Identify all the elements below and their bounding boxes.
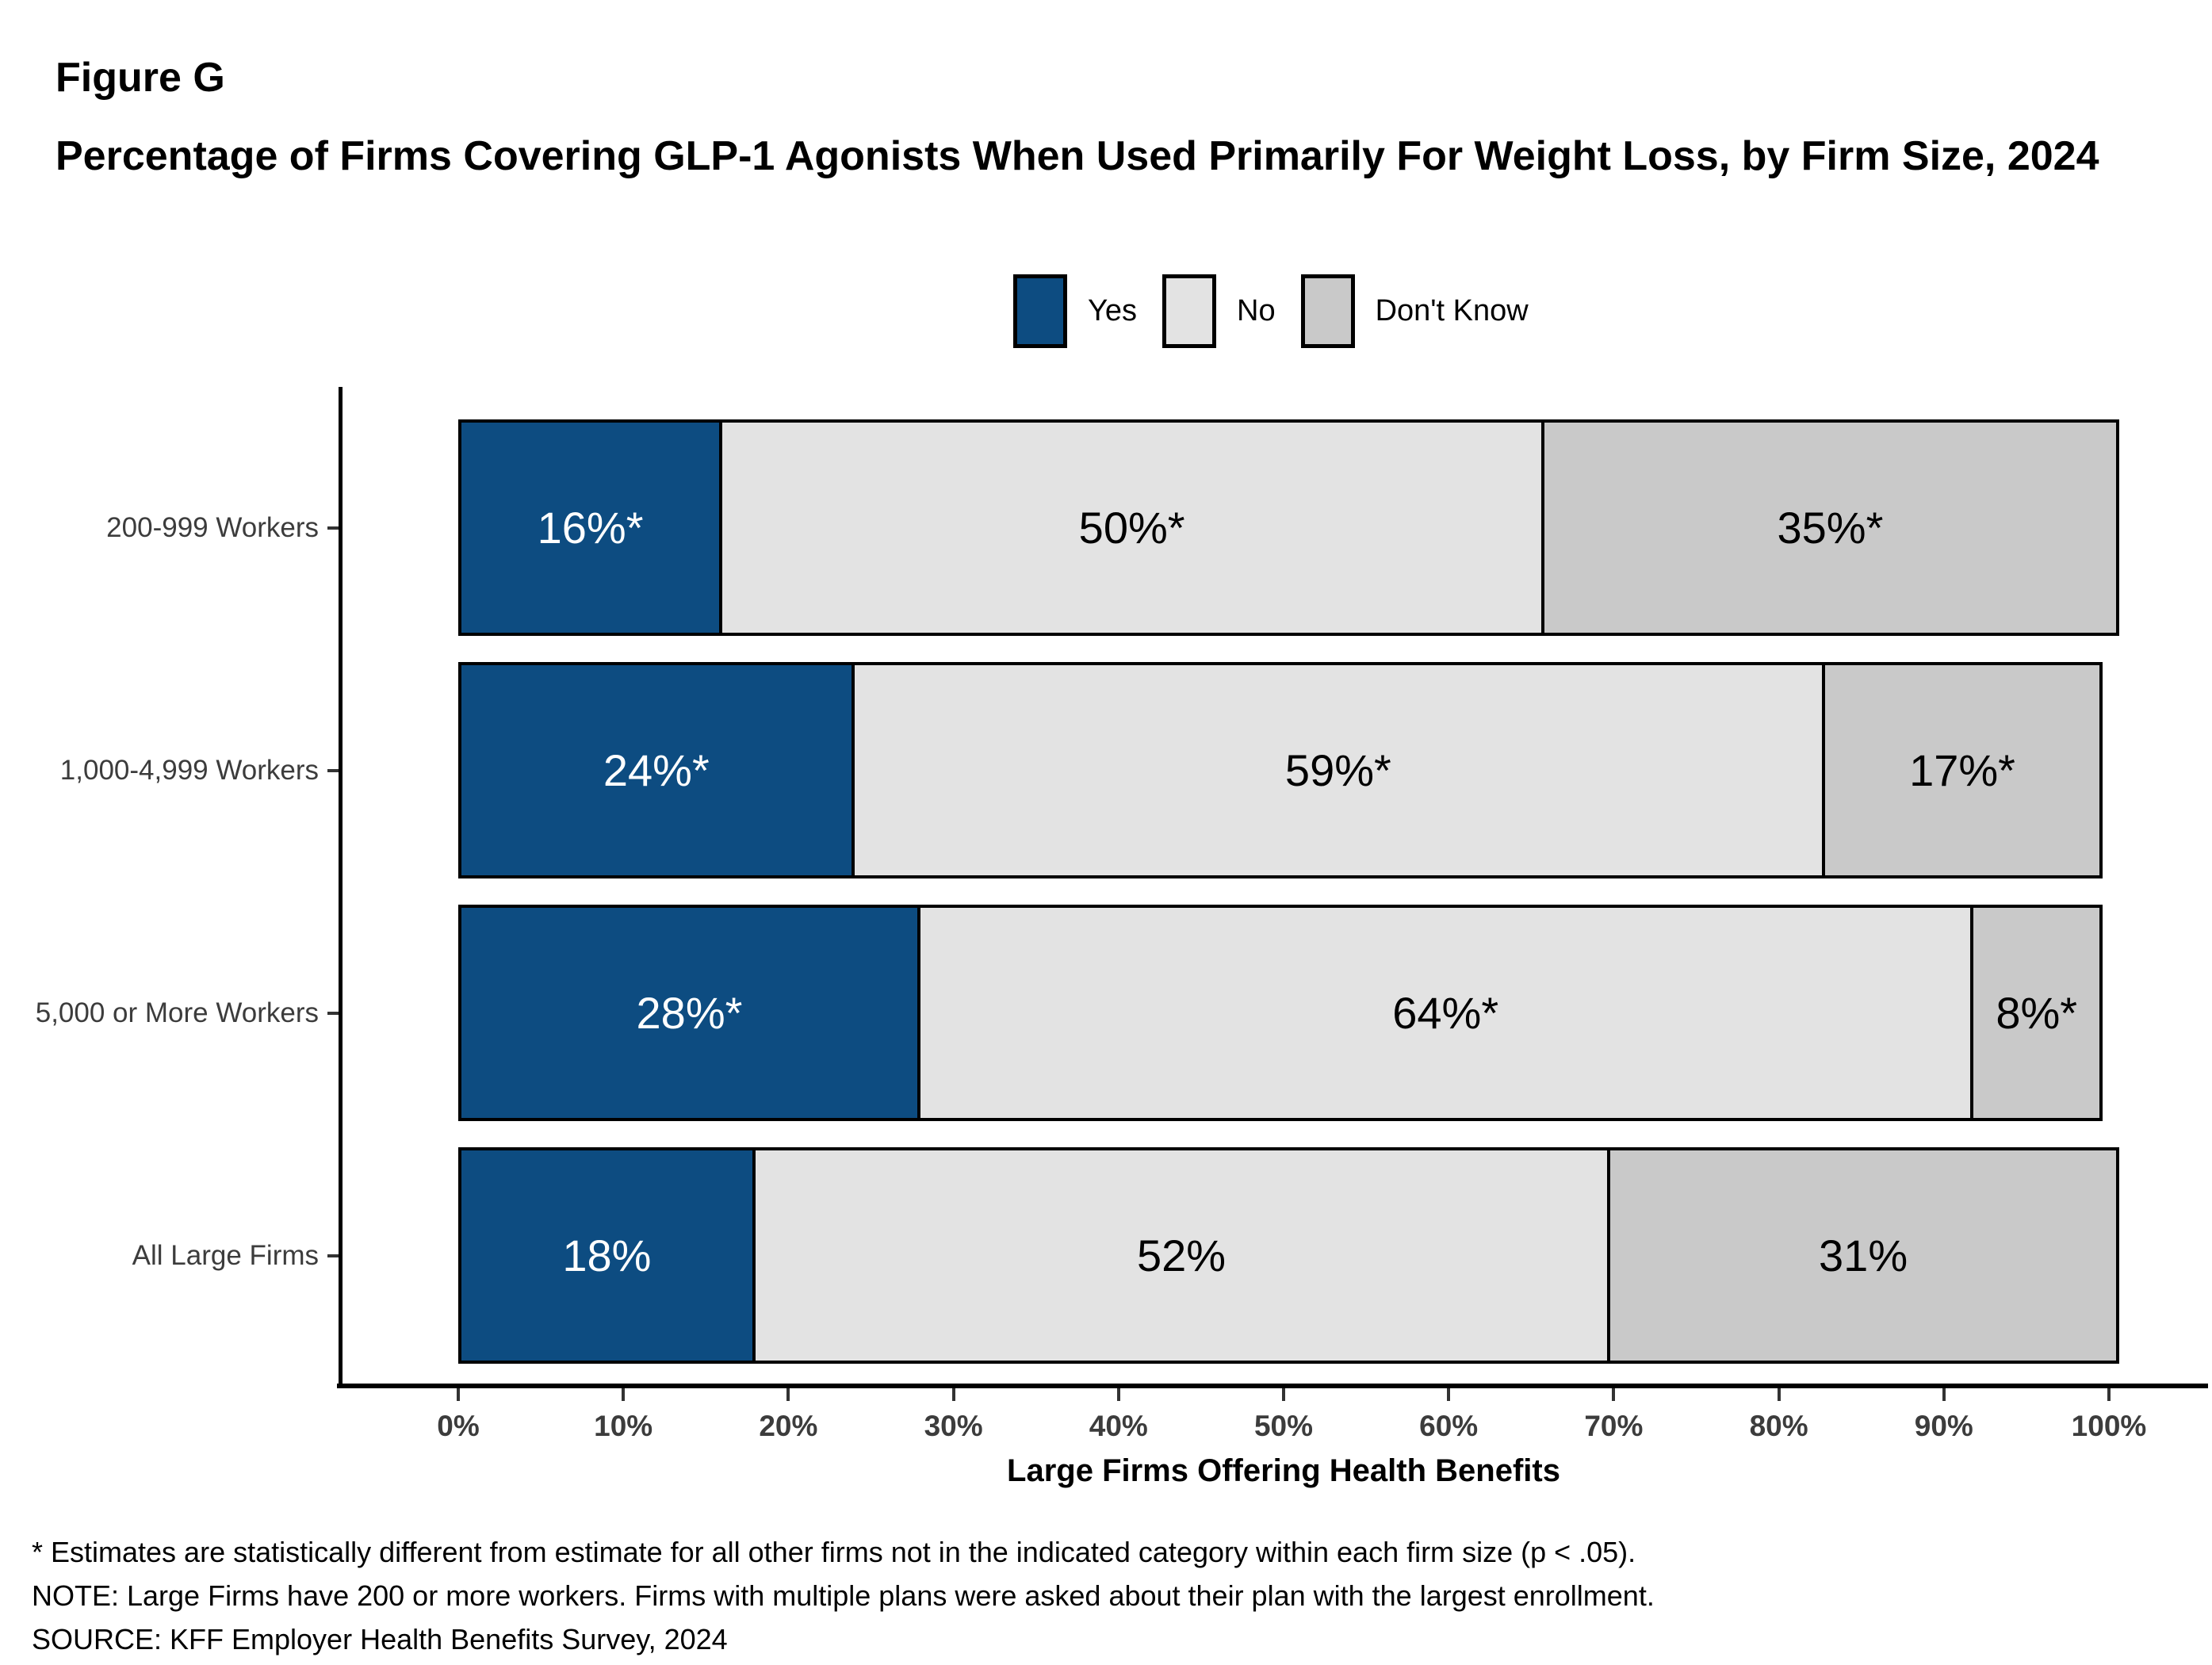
footnotes: * Estimates are statistically different … <box>32 1530 1655 1661</box>
y-axis-label-5-000-or-more-workers: 5,000 or More Workers <box>35 997 319 1028</box>
legend-label-dont-know: Don't Know <box>1375 294 1529 327</box>
x-axis-tick-label-80: 80% <box>1749 1410 1808 1442</box>
legend: Yes No Don't Know <box>1013 274 1554 348</box>
x-axis-tick-label-60: 60% <box>1419 1410 1479 1442</box>
y-axis-tick <box>327 1011 339 1015</box>
bar-segment-no: 59%* <box>851 662 1826 878</box>
bar-segment-don-t-know: 31% <box>1607 1147 2119 1364</box>
bar-segment-value-label: 35%* <box>1777 503 1884 553</box>
x-axis-tick <box>457 1388 460 1401</box>
bar-row-1-000-4-999-workers: 24%* 59%* 17%* <box>458 662 2103 878</box>
bar-segment-yes: 18% <box>458 1147 756 1364</box>
bar-segment-value-label: 50%* <box>1078 503 1185 553</box>
bar-segment-yes: 28%* <box>458 905 920 1121</box>
bar-segment-value-label: 16%* <box>537 503 644 553</box>
x-axis-tick <box>786 1388 790 1401</box>
y-axis-label-all-large-firms: All Large Firms <box>132 1239 319 1271</box>
bar-segment-don-t-know: 17%* <box>1822 662 2103 878</box>
y-axis-tick <box>327 1254 339 1257</box>
bar-segment-no: 64%* <box>917 905 1974 1121</box>
bar-segment-value-label: 31% <box>1819 1231 1908 1280</box>
bar-segment-value-label: 28%* <box>636 988 743 1038</box>
x-axis-tick-label-30: 30% <box>924 1410 983 1442</box>
bar-segment-value-label: 52% <box>1137 1231 1227 1280</box>
x-axis-tick <box>1282 1388 1285 1401</box>
x-axis-tick-label-40: 40% <box>1089 1410 1148 1442</box>
x-axis-tick <box>1777 1388 1781 1401</box>
chart-title: Percentage of Firms Covering GLP-1 Agoni… <box>55 133 2099 179</box>
legend-swatch-dont-know <box>1300 274 1355 348</box>
x-axis-tick-label-100: 100% <box>2071 1410 2147 1442</box>
bar-segment-value-label: 59%* <box>1284 745 1391 795</box>
x-axis-line <box>337 1384 2208 1388</box>
bar-segment-no: 50%* <box>719 419 1545 636</box>
legend-swatch-no <box>1162 274 1216 348</box>
bar-segment-don-t-know: 8%* <box>1970 905 2103 1121</box>
x-axis-tick-label-0: 0% <box>437 1410 480 1442</box>
bar-row-200-999-workers: 16%* 50%* 35%* <box>458 419 2119 636</box>
figure-label: Figure G <box>55 55 225 101</box>
y-axis-label-1-000-4-999-workers: 1,000-4,999 Workers <box>59 754 319 786</box>
bar-segment-value-label: 64%* <box>1392 988 1499 1038</box>
x-axis-tick-label-50: 50% <box>1253 1410 1314 1442</box>
x-axis-tick <box>1447 1388 1451 1401</box>
bar-segment-yes: 16%* <box>458 419 723 636</box>
x-axis-title: Large Firms Offering Health Benefits <box>1007 1453 1560 1488</box>
legend-label-no: No <box>1237 294 1276 327</box>
x-axis-tick <box>2107 1388 2111 1401</box>
y-axis-tick <box>327 768 339 772</box>
bar-row-5-000-or-more-workers: 28%* 64%* 8%* <box>458 905 2103 1121</box>
x-axis-tick <box>1612 1388 1616 1401</box>
footnote-asterisk: * Estimates are statistically different … <box>32 1536 1636 1568</box>
bar-segment-value-label: 24%* <box>603 745 710 795</box>
x-axis-tick <box>1116 1388 1120 1401</box>
bar-segment-no: 52% <box>752 1147 1611 1364</box>
x-axis-tick <box>622 1388 626 1401</box>
y-axis-line <box>339 387 343 1386</box>
x-axis-tick <box>1942 1388 1946 1401</box>
bar-segment-value-label: 8%* <box>1996 988 2078 1038</box>
legend-label-yes: Yes <box>1088 294 1137 327</box>
bar-segment-yes: 24%* <box>458 662 855 878</box>
bar-row-all-large-firms: 18% 52% 31% <box>458 1147 2119 1364</box>
bar-segment-value-label: 17%* <box>1909 745 2015 795</box>
x-axis-tick-label-70: 70% <box>1584 1410 1644 1442</box>
bar-segment-don-t-know: 35%* <box>1541 419 2119 636</box>
legend-item-dont-know: Don't Know <box>1300 274 1529 348</box>
footnote-source: SOURCE: KFF Employer Health Benefits Sur… <box>32 1623 728 1655</box>
x-axis-tick <box>951 1388 955 1401</box>
x-axis-tick-label-20: 20% <box>759 1410 818 1442</box>
y-axis-label-200-999-workers: 200-999 Workers <box>106 511 319 543</box>
legend-item-yes: Yes <box>1013 274 1137 348</box>
legend-item-no: No <box>1162 274 1276 348</box>
footnote-note: NOTE: Large Firms have 200 or more worke… <box>32 1579 1655 1612</box>
bar-segment-value-label: 18% <box>562 1231 652 1280</box>
y-axis-tick <box>327 526 339 530</box>
x-axis-tick-label-10: 10% <box>594 1410 653 1442</box>
x-axis-tick-label-90: 90% <box>1914 1410 1973 1442</box>
legend-swatch-yes <box>1013 274 1067 348</box>
